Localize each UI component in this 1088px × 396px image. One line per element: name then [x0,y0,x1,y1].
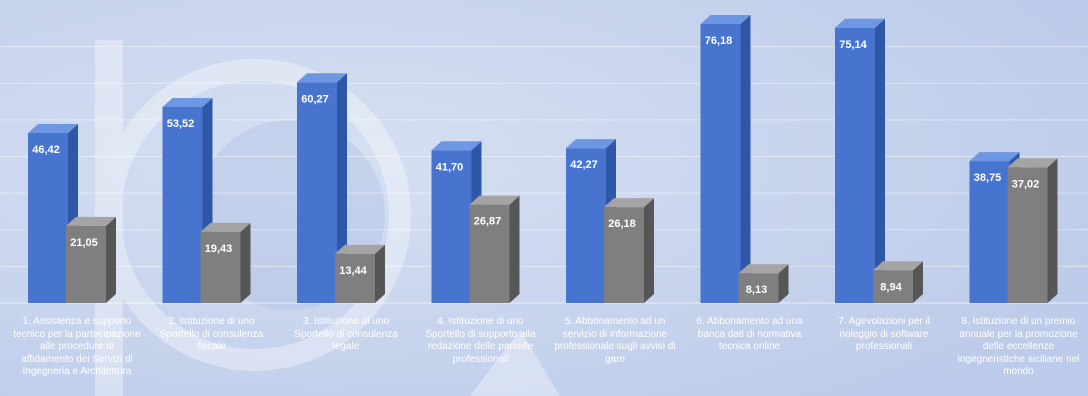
bar-gray-6-front [738,273,779,303]
bar-gray-7-side [913,261,923,303]
bar-gray-4 [469,195,520,303]
bar-gray-5 [604,198,654,303]
bar-gray-1 [66,216,116,303]
bar-gray-6-value-label: 8,13 [746,284,767,296]
bar-gray-8-top [1007,158,1058,168]
bar-gray-5-top [604,198,654,208]
bar-gray-2-side [240,222,251,303]
bar-blue-4-front [431,150,472,303]
bar-blue-6-top [700,14,751,24]
bar-gray-7-value-label: 8,94 [880,281,902,293]
bar-gray-8 [1007,158,1058,303]
bar-gray-4-value-label: 26,87 [474,216,502,228]
bar-gray-6-top [738,264,789,274]
data-labels: 46,42 21,05 53,52 19,43 60,27 13,44 41,70 26,87… [32,35,1039,296]
category-label-2: 2. Istituzione di uno Sportello di consu… [159,316,264,352]
bar-blue-8-top [969,152,1020,162]
bar-blue-5 [566,139,616,303]
bar-gray-4-top [469,195,520,205]
bar-blue-3-value-label: 60,27 [301,93,329,105]
bar-gray-3-top [335,244,385,254]
bar-blue-6-side [740,14,751,303]
bar-gray-3 [335,244,385,303]
category-label-5: 5. Abbonamento ad un servizio di informa… [554,316,676,365]
bar-gray-6-side [778,264,789,303]
bar-blue-1-top [28,123,78,133]
bar-blue-1-front [28,132,68,303]
category-label-8: 8. Istituzione di un premio annuale per … [957,316,1080,377]
category-label-3: 3. Istituzione di uno Sportello di consu… [294,316,398,352]
bar-blue-7 [835,18,885,304]
bar-blue-6-front [700,23,741,303]
bar-gray-2-top [200,222,251,232]
bar-blue-1-value-label: 46,42 [32,144,60,156]
category-label-1: 1. Assistenza e supporto tecnico per la … [13,316,141,377]
bar-gray-1-top [66,216,116,226]
bar-blue-7-value-label: 75,14 [839,39,867,51]
category-label-4: 4. Istituzione di uno Sportello di suppo… [425,316,536,365]
category-label-7: 7. Agevolazioni per il noleggio di softw… [838,316,930,352]
bar-gray-2-front [200,231,241,303]
bar-blue-7-top [835,18,885,28]
bar-blue-2-front [162,106,203,303]
bar-gray-1-front [66,225,106,303]
bar-gray-3-side [375,244,385,303]
bar-blue-7-front [835,27,875,304]
bar-gray-3-value-label: 13,44 [339,265,367,277]
bar-blue-4-value-label: 41,70 [436,161,464,173]
bar-blue-7-side [875,18,885,304]
bar-gray-7-top [873,261,923,271]
bar-gray-8-side [1047,158,1058,303]
category-label-6: 6. Abbonamento ad una banca dati di norm… [696,316,803,352]
bar-blue-3-top [297,73,347,83]
bar-gray-5-front [604,207,644,303]
bar-blue-6 [700,14,751,303]
bar-blue-5-top [566,139,616,149]
bar-blue-5-value-label: 42,27 [570,159,598,171]
bar-gray-8-front [1007,167,1048,303]
bar-blue-1 [28,123,78,303]
bar-blue-2-value-label: 53,52 [167,118,195,130]
bars [28,14,1058,304]
bar-gray-8-value-label: 37,02 [1012,178,1040,190]
bar-gray-2 [200,222,251,303]
bar-gray-1-side [106,216,116,303]
bar-blue-3 [297,73,347,303]
bar-blue-8-value-label: 38,75 [974,172,1002,184]
bar-blue-2-top [162,97,213,107]
bar-blue-5-front [566,148,606,303]
bar-gray-7-front [873,270,913,303]
bar-gray-5-value-label: 26,18 [608,218,636,230]
bar-gray-1-value-label: 21,05 [70,237,98,249]
bar-gray-6 [738,264,789,303]
bar-gray-5-side [644,198,654,303]
bar-gray-4-side [509,195,520,303]
bar-gray-7 [873,261,923,303]
bar-gray-3-front [335,253,375,303]
bar-blue-8-front [969,161,1010,303]
bar-blue-4-top [431,141,482,151]
bar-blue-6-value-label: 76,18 [705,35,733,47]
bar-blue-3-front [297,82,337,303]
bar-gray-2-value-label: 19,43 [205,243,233,255]
bar-gray-4-front [469,204,510,303]
